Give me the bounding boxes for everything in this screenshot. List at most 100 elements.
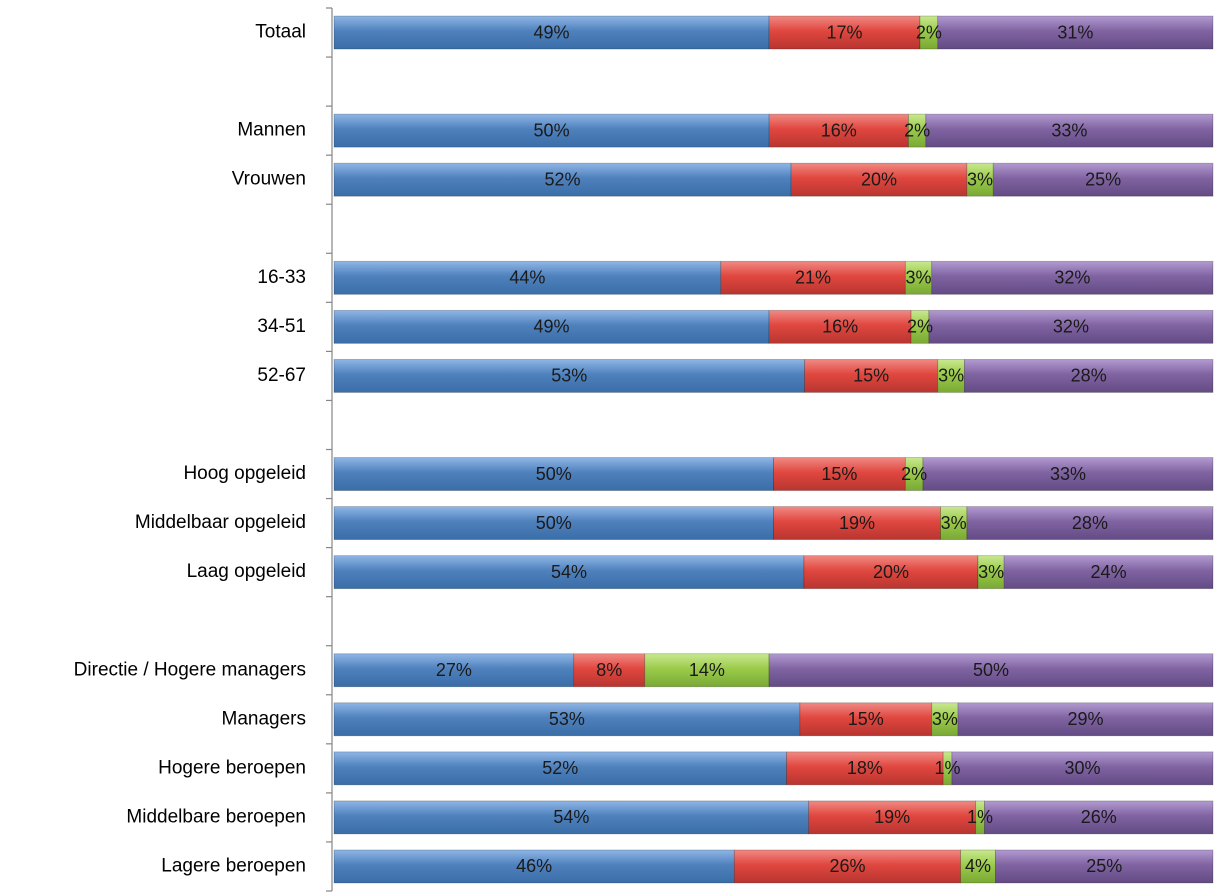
bar-segment xyxy=(786,751,944,786)
data-label: 20% xyxy=(861,169,897,189)
category-label: Lagere beroepen xyxy=(161,855,306,876)
data-label: 50% xyxy=(973,660,1009,680)
bar-segment xyxy=(940,506,968,540)
bars xyxy=(333,15,1214,884)
bar-segment xyxy=(573,653,646,688)
bar-segment xyxy=(768,653,1214,688)
bar-segment xyxy=(966,506,1214,540)
data-label: 8% xyxy=(596,660,622,680)
bar-segment xyxy=(951,751,1214,786)
bar-segment xyxy=(333,113,770,148)
bar-segment xyxy=(333,702,801,737)
data-label: 54% xyxy=(553,807,589,827)
data-label: 20% xyxy=(873,562,909,582)
bar-segment xyxy=(977,555,1005,590)
data-label: 17% xyxy=(827,22,863,42)
category-label: Laag opgeleid xyxy=(187,561,306,582)
data-label: 33% xyxy=(1051,120,1087,140)
bar-segment xyxy=(803,555,979,590)
data-label: 24% xyxy=(1091,562,1127,582)
category-label: Hoog opgeleid xyxy=(183,463,306,484)
bar-segment xyxy=(768,113,909,148)
data-label: 19% xyxy=(874,807,910,827)
data-label: 33% xyxy=(1050,464,1086,484)
data-label: 18% xyxy=(847,758,883,778)
data-label: 1% xyxy=(967,807,993,827)
bar-segment xyxy=(768,309,912,344)
data-label: 27% xyxy=(436,660,472,680)
data-label: 2% xyxy=(904,120,930,140)
data-label: 3% xyxy=(932,709,958,729)
data-label: 54% xyxy=(551,562,587,582)
bar-segment xyxy=(333,849,735,884)
data-label: 3% xyxy=(967,169,993,189)
bar-segment xyxy=(984,800,1214,835)
data-label: 28% xyxy=(1072,513,1108,533)
category-label: 34-51 xyxy=(257,316,306,337)
bar-segment xyxy=(333,260,722,295)
data-label: 3% xyxy=(941,513,967,533)
bar-segment xyxy=(333,15,770,50)
bar-segment xyxy=(804,359,939,393)
data-label: 46% xyxy=(516,856,552,876)
data-label: 3% xyxy=(906,268,932,288)
data-label: 4% xyxy=(965,856,991,876)
data-label: 31% xyxy=(1057,22,1093,42)
bar-segment xyxy=(904,260,933,295)
category-label: Mannen xyxy=(237,120,306,141)
data-label: 15% xyxy=(821,464,857,484)
data-label: 49% xyxy=(534,22,570,42)
bar-segment xyxy=(644,653,770,688)
data-label: 50% xyxy=(534,120,570,140)
bar-segment xyxy=(922,457,1214,491)
data-label: 25% xyxy=(1086,856,1122,876)
category-label: Totaal xyxy=(255,22,306,43)
y-axis xyxy=(326,7,333,892)
bar-segment xyxy=(333,162,792,197)
bar-segment xyxy=(931,260,1214,295)
bar-segment xyxy=(975,800,985,835)
data-label: 3% xyxy=(938,366,964,386)
bar-segment xyxy=(992,162,1214,197)
bar-segment xyxy=(925,113,1214,148)
data-label: 14% xyxy=(689,660,725,680)
bar-segment xyxy=(768,15,921,50)
bar-segment xyxy=(928,309,1214,344)
bar-segment xyxy=(963,359,1214,393)
category-label: Directie / Hogere managers xyxy=(74,659,306,680)
category-label: Middelbare beroepen xyxy=(126,806,306,827)
data-label: 2% xyxy=(907,317,933,337)
category-label: 52-67 xyxy=(257,365,306,386)
bar-segment xyxy=(333,555,805,590)
data-label: 25% xyxy=(1085,169,1121,189)
bar-segment xyxy=(333,359,805,393)
bar-segment xyxy=(333,751,787,786)
data-label: 21% xyxy=(795,268,831,288)
category-label: Middelbaar opgeleid xyxy=(135,512,306,533)
category-label: Hogere beroepen xyxy=(158,757,306,778)
data-label: 15% xyxy=(853,366,889,386)
data-label: 16% xyxy=(821,120,857,140)
bar-segment xyxy=(333,309,770,344)
data-label: 32% xyxy=(1053,317,1089,337)
bar-segment xyxy=(773,457,906,491)
data-label: 2% xyxy=(916,22,942,42)
data-label: 44% xyxy=(509,268,545,288)
category-label: 16-33 xyxy=(257,267,306,288)
data-label: 28% xyxy=(1071,366,1107,386)
bar-segment xyxy=(1003,555,1214,590)
bar-segment xyxy=(931,702,959,737)
data-label: 30% xyxy=(1064,758,1100,778)
category-label: Vrouwen xyxy=(232,169,306,190)
bar-segment xyxy=(957,702,1214,737)
data-label: 19% xyxy=(839,513,875,533)
category-label: Managers xyxy=(222,708,307,729)
data-label: 53% xyxy=(551,366,587,386)
data-label: 16% xyxy=(822,317,858,337)
data-label: 26% xyxy=(829,856,865,876)
data-label: 2% xyxy=(901,464,927,484)
data-label: 32% xyxy=(1054,268,1090,288)
labels: Totaal 49% 17% 2% 31% Mannen 50% 16% 2% 33% Vrouwe… xyxy=(74,22,1127,877)
data-label: 52% xyxy=(542,758,578,778)
